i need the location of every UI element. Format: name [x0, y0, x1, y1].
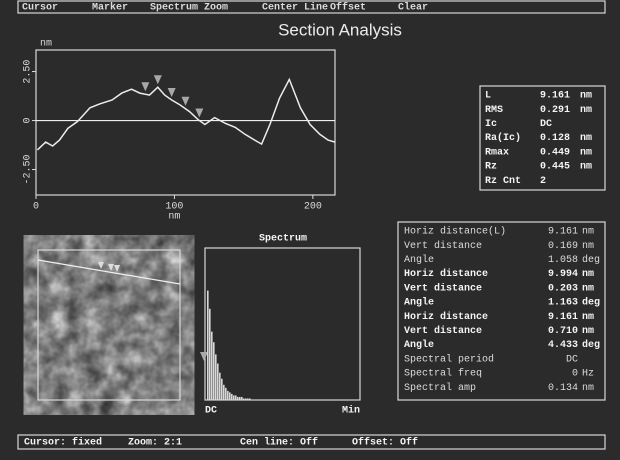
spectrum-bar: [239, 397, 241, 400]
spectrum-bar: [215, 354, 217, 400]
measurement-value: 0.203: [548, 283, 578, 294]
measurement-label: Vert distance: [404, 240, 482, 252]
stats-cell: nm: [580, 105, 592, 116]
measurement-value: 9.994: [548, 269, 578, 280]
menu-item: Marker: [92, 2, 128, 14]
spectrum-bar: [217, 364, 219, 400]
spectrum-title: Spectrum: [259, 234, 307, 245]
measurement-value: 9.161: [548, 312, 578, 323]
measurement-label: Angle: [404, 254, 434, 266]
y-axis-label: nm: [40, 39, 52, 50]
spectrum-bar: [245, 398, 247, 400]
measurement-unit: Hz: [582, 369, 594, 380]
stats-cell: nm: [580, 147, 592, 158]
menu-item: Center Line: [262, 2, 328, 14]
measurement-label: Angle: [404, 339, 434, 351]
stats-cell: Rz: [485, 162, 497, 173]
status-item: Zoom: 2:1: [128, 438, 182, 449]
measurement-label: Vert distance: [404, 282, 482, 294]
stats-cell: 0.291: [540, 105, 570, 116]
spectrum-bar: [249, 398, 251, 400]
stats-cell: 2: [540, 176, 546, 187]
measurement-unit: nm: [582, 283, 594, 294]
y-tick-label: -2.50: [23, 155, 34, 185]
measurement-unit: deg: [582, 339, 600, 351]
measurement-label: Angle: [404, 297, 434, 309]
measurement-label: Spectral period: [404, 353, 494, 365]
measurement-value: 0.169: [548, 241, 578, 252]
stats-cell: 0.128: [540, 133, 570, 144]
measurement-value: 1.058: [548, 255, 578, 266]
stats-cell: 0.449: [540, 147, 570, 158]
x-tick-label: 200: [304, 202, 322, 213]
spectrum-bar: [227, 391, 229, 400]
measurement-label: Spectral freq: [404, 368, 482, 380]
spectrum-bar: [213, 342, 215, 400]
measurement-unit: nm: [582, 326, 594, 337]
stats-cell: nm: [580, 91, 592, 102]
x-tick-label: 0: [33, 202, 39, 213]
stats-cell: RMS: [485, 105, 503, 116]
spectrum-bar: [237, 397, 239, 400]
measurement-label: Vert distance: [404, 325, 482, 337]
measurement-value: DC: [566, 354, 578, 365]
screen: Section Analysis Cursor Marker Spectrum Zo…: [0, 0, 620, 460]
spectrum-bar: [247, 398, 249, 400]
measurement-unit: nm: [582, 312, 594, 323]
stats-cell: DC: [540, 119, 552, 130]
measurement-label: Horiz distance: [404, 311, 488, 323]
y-tick-label: 0: [23, 118, 34, 124]
spectrum-bar: [221, 379, 223, 400]
spectrum-bar: [233, 395, 235, 400]
measurement-unit: nm: [582, 227, 594, 238]
spectrum-bar: [231, 394, 233, 400]
measurement-label: Horiz distance: [404, 268, 488, 280]
stats-cell: nm: [580, 133, 592, 144]
status-item: Offset: Off: [352, 437, 418, 449]
spectrum-bar: [209, 309, 211, 400]
stats-cell: 9.161: [540, 91, 570, 102]
stats-cell: L: [485, 91, 491, 102]
measurement-label: Spectral amp: [404, 382, 476, 394]
stats-cell: Ic: [485, 119, 497, 130]
spectrum-bar: [241, 397, 243, 400]
stats-cell: Rz Cnt: [485, 176, 521, 187]
spectrum-bar: [207, 291, 209, 400]
y-tick-label: 2.50: [23, 60, 34, 84]
measurement-value: 0: [572, 369, 578, 380]
stats-cell: 0.445: [540, 162, 570, 173]
measurement-unit: deg: [582, 254, 600, 266]
menu-item: Cursor: [22, 3, 58, 14]
measurement-unit: nm: [582, 241, 594, 252]
measurement-unit: deg: [582, 297, 600, 309]
spectrum-bar: [243, 398, 245, 400]
measurement-value: 0.710: [548, 326, 578, 337]
measurement-value: 4.433: [548, 340, 578, 351]
measurement-unit: nm: [582, 383, 594, 394]
menu-item: Offset: [330, 2, 366, 14]
x-tick-label: 100: [165, 202, 183, 213]
spectrum-bar: [229, 392, 231, 400]
spectrum-bar: [223, 385, 225, 400]
stats-cell: Ra(Ic): [485, 132, 521, 144]
status-item: Cen line: Off: [240, 437, 318, 449]
menu-item: Clear: [398, 2, 428, 14]
x-axis-label: nm: [168, 212, 180, 223]
spectrum-bar: [235, 395, 237, 400]
stats-cell: nm: [580, 162, 592, 173]
measurement-value: 1.163: [548, 298, 578, 309]
menu-item: Spectrum Zoom: [150, 3, 228, 14]
window-title: Section Analysis: [278, 20, 402, 39]
measurement-label: Horiz distance(L): [404, 226, 506, 238]
spectrum-end-label: Min: [342, 405, 360, 417]
status-item: Cursor: fixed: [24, 437, 102, 449]
spectrum-bar: [211, 332, 213, 400]
spectrum-bar: [225, 388, 227, 400]
measurement-value: 0.134: [548, 383, 578, 394]
measurement-value: 9.161: [548, 227, 578, 238]
spectrum-bar: [219, 373, 221, 400]
measurement-unit: nm: [582, 269, 594, 280]
stats-cell: Rmax: [485, 147, 509, 158]
spectrum-start-label: DC: [205, 406, 217, 417]
